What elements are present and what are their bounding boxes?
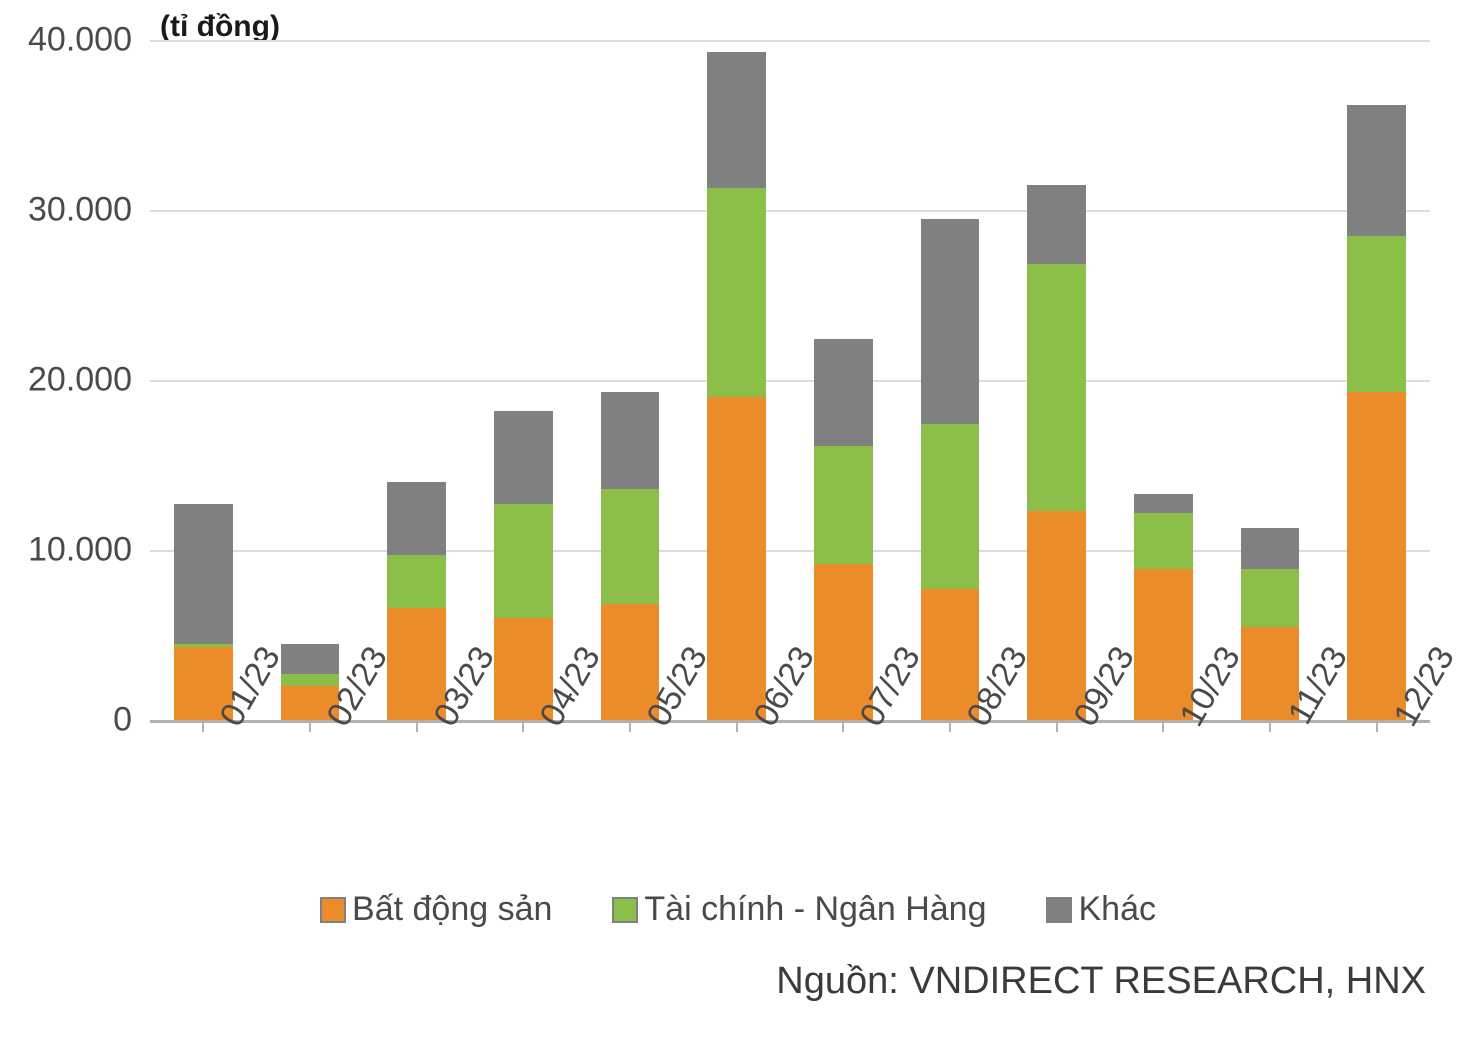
legend-swatch <box>320 897 346 923</box>
bar-group <box>1027 185 1086 720</box>
bar-group <box>1134 494 1193 720</box>
legend-swatch <box>1046 897 1072 923</box>
bar-segment-bat_dong_san <box>1347 392 1406 720</box>
y-tick-label: 30.000 <box>28 191 132 230</box>
legend-item-khac: Khác <box>1046 890 1156 929</box>
plot-area: (tỉ đồng) 010.00020.00030.00040.000 01/2… <box>150 40 1430 720</box>
bar-segment-khac <box>494 411 553 505</box>
legend-label: Tài chính - Ngân Hàng <box>644 890 986 929</box>
legend-swatch <box>612 897 638 923</box>
legend-item-tai_chinh_ngan_hang: Tài chính - Ngân Hàng <box>612 890 986 929</box>
bar-segment-khac <box>174 504 233 643</box>
bar-group <box>387 482 446 720</box>
bar-segment-khac <box>707 52 766 188</box>
bar-segment-khac <box>387 482 446 555</box>
bar-segment-khac <box>1241 528 1300 569</box>
bar-segment-tai_chinh_ngan_hang <box>387 555 446 608</box>
bar-group <box>707 52 766 720</box>
y-tick-label: 40.000 <box>28 21 132 60</box>
legend: Bất động sản Tài chính - Ngân Hàng Khác <box>0 890 1476 929</box>
bar-segment-khac <box>1027 185 1086 265</box>
bar-segment-khac <box>601 392 660 489</box>
bars-layer <box>150 40 1430 720</box>
legend-item-bat_dong_san: Bất động sản <box>320 890 552 929</box>
bar-segment-khac <box>921 219 980 425</box>
bar-segment-bat_dong_san <box>1027 511 1086 720</box>
unit-label: (tỉ đồng) <box>160 10 280 44</box>
bar-group <box>494 411 553 720</box>
y-tick-label: 10.000 <box>28 531 132 570</box>
bar-group <box>174 504 233 720</box>
bar-segment-khac <box>814 339 873 446</box>
bar-segment-khac <box>1134 494 1193 513</box>
bar-segment-tai_chinh_ngan_hang <box>1347 236 1406 392</box>
bar-segment-bat_dong_san <box>707 397 766 720</box>
bar-segment-khac <box>281 644 340 675</box>
y-tick-label: 0 <box>113 701 132 740</box>
bar-segment-tai_chinh_ngan_hang <box>921 424 980 589</box>
bar-group <box>1347 105 1406 720</box>
bar-group <box>601 392 660 720</box>
y-tick-label: 20.000 <box>28 361 132 400</box>
bar-segment-tai_chinh_ngan_hang <box>1241 569 1300 627</box>
legend-label: Bất động sản <box>352 890 552 929</box>
bar-segment-tai_chinh_ngan_hang <box>1134 513 1193 569</box>
bar-group <box>921 219 980 720</box>
bar-segment-tai_chinh_ngan_hang <box>814 446 873 563</box>
bar-segment-khac <box>1347 105 1406 236</box>
bar-segment-tai_chinh_ngan_hang <box>494 504 553 618</box>
bar-group <box>1241 528 1300 720</box>
bar-group <box>814 339 873 720</box>
chart-container: (tỉ đồng) 010.00020.00030.00040.000 01/2… <box>0 0 1476 1045</box>
legend-label: Khác <box>1078 890 1156 929</box>
bar-segment-tai_chinh_ngan_hang <box>601 489 660 605</box>
bar-segment-tai_chinh_ngan_hang <box>707 188 766 397</box>
bar-segment-tai_chinh_ngan_hang <box>1027 264 1086 511</box>
bar-segment-tai_chinh_ngan_hang <box>281 674 340 686</box>
source-text: Nguồn: VNDIRECT RESEARCH, HNX <box>776 960 1426 1003</box>
